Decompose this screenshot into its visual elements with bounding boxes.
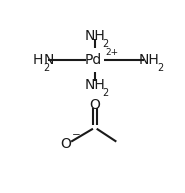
Text: O: O: [60, 137, 71, 151]
Text: H: H: [32, 53, 43, 67]
Text: Pd: Pd: [85, 53, 102, 67]
Text: NH: NH: [84, 29, 105, 43]
Text: N: N: [44, 53, 54, 67]
Text: 2: 2: [102, 39, 109, 49]
Text: NH: NH: [139, 53, 160, 67]
Text: 2: 2: [157, 63, 163, 73]
Text: 2+: 2+: [106, 48, 119, 57]
Text: NH: NH: [84, 78, 105, 91]
Text: 2: 2: [43, 63, 49, 73]
Text: −: −: [72, 130, 81, 140]
Text: 2: 2: [102, 88, 109, 98]
Text: O: O: [89, 98, 100, 112]
